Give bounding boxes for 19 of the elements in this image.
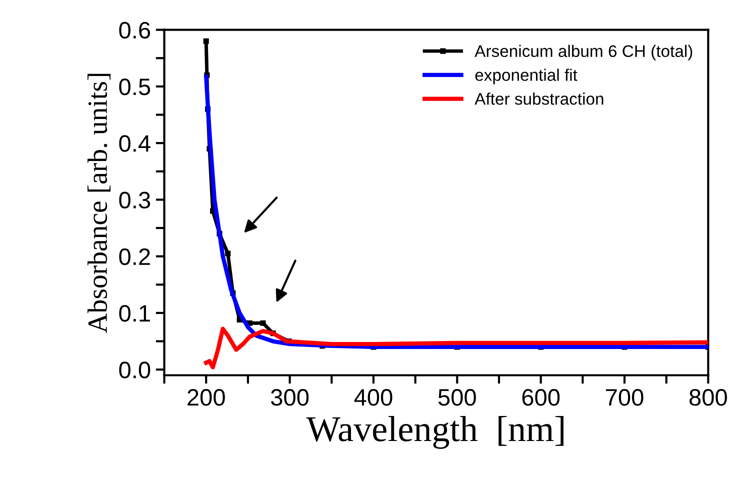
x-tick-label: 300 (271, 389, 309, 406)
y-axis-title: Absorbance [arb. units] (88, 74, 111, 333)
x-tick-label: 600 (522, 389, 560, 406)
x-tick-label: 400 (354, 389, 392, 406)
legend-label: After substraction (474, 92, 604, 105)
y-tick-label: 0.1 (119, 305, 150, 322)
x-axis-title: Wavelength [nm] (306, 416, 564, 449)
legend-label: exponential fit (475, 68, 578, 84)
legend-label: Arsenicum album 6 CH (total) (474, 44, 692, 60)
y-tick-label: 0.4 (119, 135, 150, 152)
x-tick-label: 800 (690, 389, 727, 406)
y-tick-label: 0.2 (119, 248, 150, 266)
y-tick-label: 0.0 (119, 362, 150, 378)
x-tick-label: 200 (188, 389, 225, 406)
x-tick-label: 500 (438, 389, 476, 406)
y-tick-label: 0.3 (119, 192, 150, 208)
y-tick-label: 0.6 (119, 22, 150, 39)
y-tick-label: 0.5 (119, 78, 150, 96)
x-tick-label: 700 (606, 389, 644, 406)
